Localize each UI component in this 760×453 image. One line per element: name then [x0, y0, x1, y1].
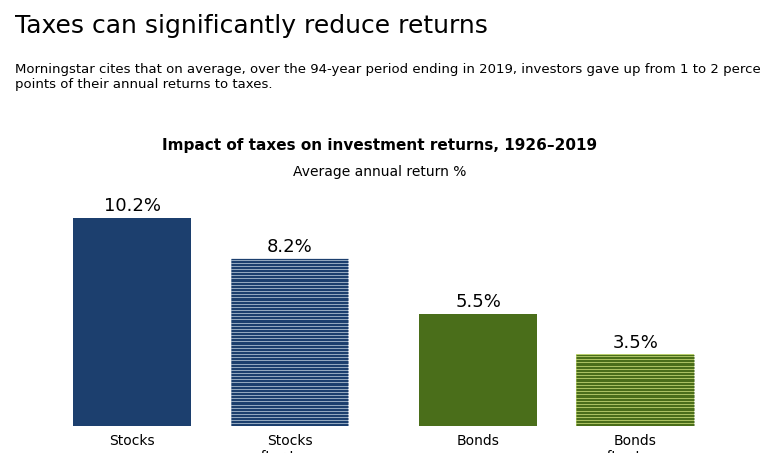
Text: 5.5%: 5.5%	[455, 293, 501, 311]
Text: 10.2%: 10.2%	[104, 198, 161, 216]
Text: Morningstar cites that on average, over the 94-year period ending in 2019, inves: Morningstar cites that on average, over …	[15, 63, 760, 92]
Bar	[74, 218, 192, 426]
Text: Average annual return %: Average annual return %	[293, 165, 467, 179]
Bar	[420, 313, 537, 426]
Text: Taxes can significantly reduce returns: Taxes can significantly reduce returns	[15, 14, 488, 38]
Text: 8.2%: 8.2%	[267, 238, 312, 256]
Text: Impact of taxes on investment returns, 1926–2019: Impact of taxes on investment returns, 1…	[163, 138, 597, 153]
Bar	[576, 354, 694, 426]
Bar	[230, 259, 348, 426]
Text: 3.5%: 3.5%	[613, 334, 658, 352]
